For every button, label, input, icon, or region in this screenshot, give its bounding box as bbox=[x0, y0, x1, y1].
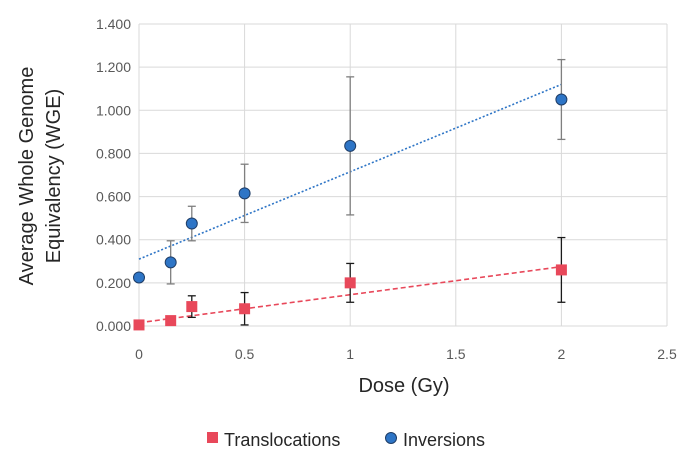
y-tick-label: 1.200 bbox=[96, 59, 131, 75]
y-tick-label: 1.400 bbox=[96, 16, 131, 32]
y-tick-label: 1.000 bbox=[96, 102, 131, 118]
inversions-point bbox=[344, 139, 357, 152]
legend-inversions-label: Inversions bbox=[403, 430, 485, 450]
translocations-point bbox=[133, 319, 145, 331]
x-tick-label: 1 bbox=[346, 346, 354, 362]
y-tick-label: 0.400 bbox=[96, 232, 131, 248]
y-tick-label: 0.600 bbox=[96, 189, 131, 205]
data-markers bbox=[133, 93, 568, 331]
gridlines bbox=[138, 23, 668, 327]
y-tick-label: 0.800 bbox=[96, 145, 131, 161]
y-axis-title-line-2: Equivalency (WGE) bbox=[43, 89, 65, 264]
inversions-point bbox=[185, 217, 198, 230]
y-tick-label: 0.000 bbox=[96, 318, 131, 334]
inversions-point bbox=[555, 93, 568, 106]
translocations-point bbox=[165, 315, 177, 327]
x-axis-title: Dose (Gy) bbox=[358, 375, 449, 397]
y-axis-title-line-1: Average Whole Genome bbox=[16, 67, 38, 286]
x-tick-label: 1.5 bbox=[446, 346, 466, 362]
x-tick-label: 0 bbox=[135, 346, 143, 362]
translocations-point bbox=[344, 277, 356, 289]
x-tick-label: 2 bbox=[558, 346, 566, 362]
translocations-point bbox=[555, 264, 567, 276]
translocations-point bbox=[239, 303, 251, 315]
translocations-trendline bbox=[138, 265, 562, 324]
legend-translocations-marker bbox=[207, 432, 218, 443]
legend-translocations-label: Translocations bbox=[224, 430, 340, 450]
inversions-point bbox=[164, 256, 177, 269]
error-bars bbox=[166, 58, 566, 326]
translocations-point bbox=[186, 301, 198, 313]
inversions-point bbox=[238, 187, 251, 200]
x-tick-label: 2.5 bbox=[657, 346, 677, 362]
legend-inversions-marker bbox=[385, 432, 397, 444]
y-tick-label: 0.200 bbox=[96, 275, 131, 291]
inversions-point bbox=[133, 271, 145, 284]
x-tick-label: 0.5 bbox=[235, 346, 255, 362]
tick-labels: 0.000 0.200 0.400 0.600 0.800 1.000 1.200 1.400… bbox=[96, 16, 677, 362]
legend: Translocations Inversions bbox=[207, 430, 485, 450]
